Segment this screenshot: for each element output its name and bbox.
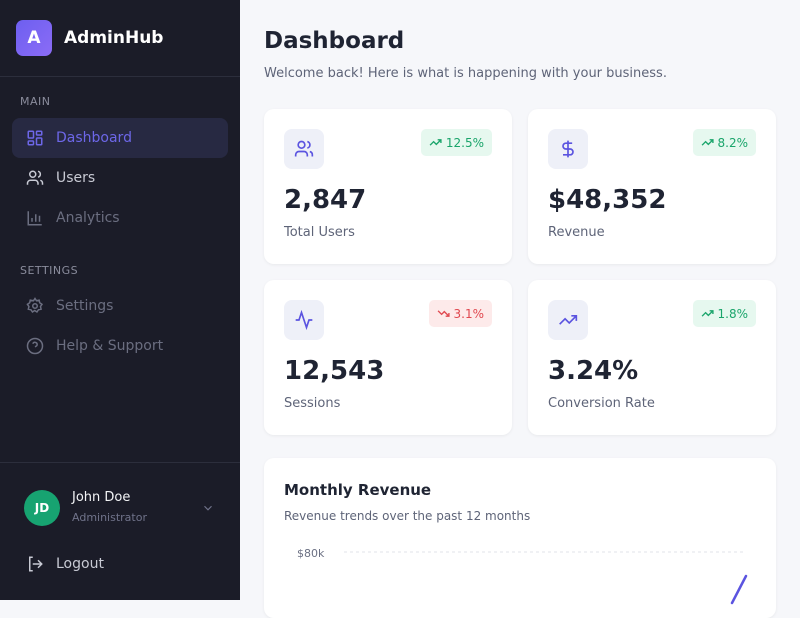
stat-icon-box [284,300,324,340]
trending-down-icon [437,310,450,317]
stat-label: Sessions [284,396,341,411]
section-settings: SETTINGS [20,264,79,277]
stat-icon-box [548,129,588,169]
brand[interactable]: A AdminHub [0,0,240,77]
sidebar-item-label: Analytics [56,210,120,226]
sidebar-item-analytics[interactable]: Analytics [12,198,228,238]
sidebar-item-label: Help & Support [56,338,164,354]
logout-label: Logout [56,556,104,572]
revenue-line [730,574,748,605]
trend-value: 1.8% [717,306,749,321]
logout-icon [29,556,43,572]
sidebar-item-help[interactable]: Help & Support [12,326,228,366]
user-profile[interactable]: JD John Doe Administrator Logout [0,462,240,600]
brand-name: AdminHub [64,28,164,48]
trend-badge: 12.5% [420,129,492,156]
gear-icon [26,297,44,314]
revenue-chart: $80k [297,547,748,605]
stat-card-users[interactable]: 12.5% 2,847 Total Users [264,109,512,264]
stat-value: $48,352 [548,185,667,215]
stat-label: Conversion Rate [548,396,655,411]
trending-up-icon [701,310,714,317]
user-role: Administrator [72,511,147,524]
logout-button[interactable]: Logout [26,555,104,573]
stat-card-sessions[interactable]: 3.1% 12,543 Sessions [264,280,512,435]
trending-up-icon [701,139,714,146]
sidebar-item-settings[interactable]: Settings [12,286,228,326]
grid-icon [27,130,43,146]
users-icon [26,170,44,185]
trend-value: 8.2% [717,135,749,150]
section-main: MAIN [20,95,51,108]
stat-value: 3.24% [548,356,639,386]
stat-icon-box [284,129,324,169]
trending-up-icon [429,139,442,146]
dollar-icon [562,140,574,158]
y-tick-label: $80k [297,547,325,560]
main-content: Dashboard Welcome back! Here is what is … [240,0,800,618]
sidebar-item-dashboard[interactable]: Dashboard [12,118,228,158]
trend-value: 3.1% [453,306,485,321]
stat-card-conversion[interactable]: 1.8% 3.24% Conversion Rate [528,280,776,435]
sidebar: A AdminHub MAIN Dashboard Users Analytic… [0,0,240,600]
help-circle-icon [26,337,44,355]
stat-value: 2,847 [284,185,367,215]
page-subtitle: Welcome back! Here is what is happening … [264,66,667,81]
trend-value: 12.5% [445,135,484,150]
bar-chart-icon [27,211,42,226]
trend-badge: 1.8% [692,300,756,327]
chart-subtitle: Revenue trends over the past 12 months [284,509,531,523]
activity-icon [295,310,313,330]
sidebar-item-label: Users [56,170,96,186]
chevron-down-icon[interactable] [201,501,215,515]
user-name: John Doe [72,490,131,505]
revenue-chart-card: Monthly Revenue Revenue trends over the … [264,458,776,618]
page-title: Dashboard [264,28,405,54]
stat-label: Total Users [284,225,355,240]
stat-icon-box [548,300,588,340]
stat-label: Revenue [548,225,605,240]
avatar: JD [24,490,60,526]
trending-up-icon [559,315,578,325]
users-icon [294,140,314,157]
chart-title: Monthly Revenue [284,481,432,499]
sidebar-item-users[interactable]: Users [12,158,228,198]
trend-badge: 8.2% [692,129,756,156]
stat-card-revenue[interactable]: 8.2% $48,352 Revenue [528,109,776,264]
trend-badge: 3.1% [428,300,492,327]
sidebar-item-label: Settings [56,298,114,314]
stat-value: 12,543 [284,356,385,386]
logo: A [16,20,52,56]
sidebar-item-label: Dashboard [56,130,132,146]
